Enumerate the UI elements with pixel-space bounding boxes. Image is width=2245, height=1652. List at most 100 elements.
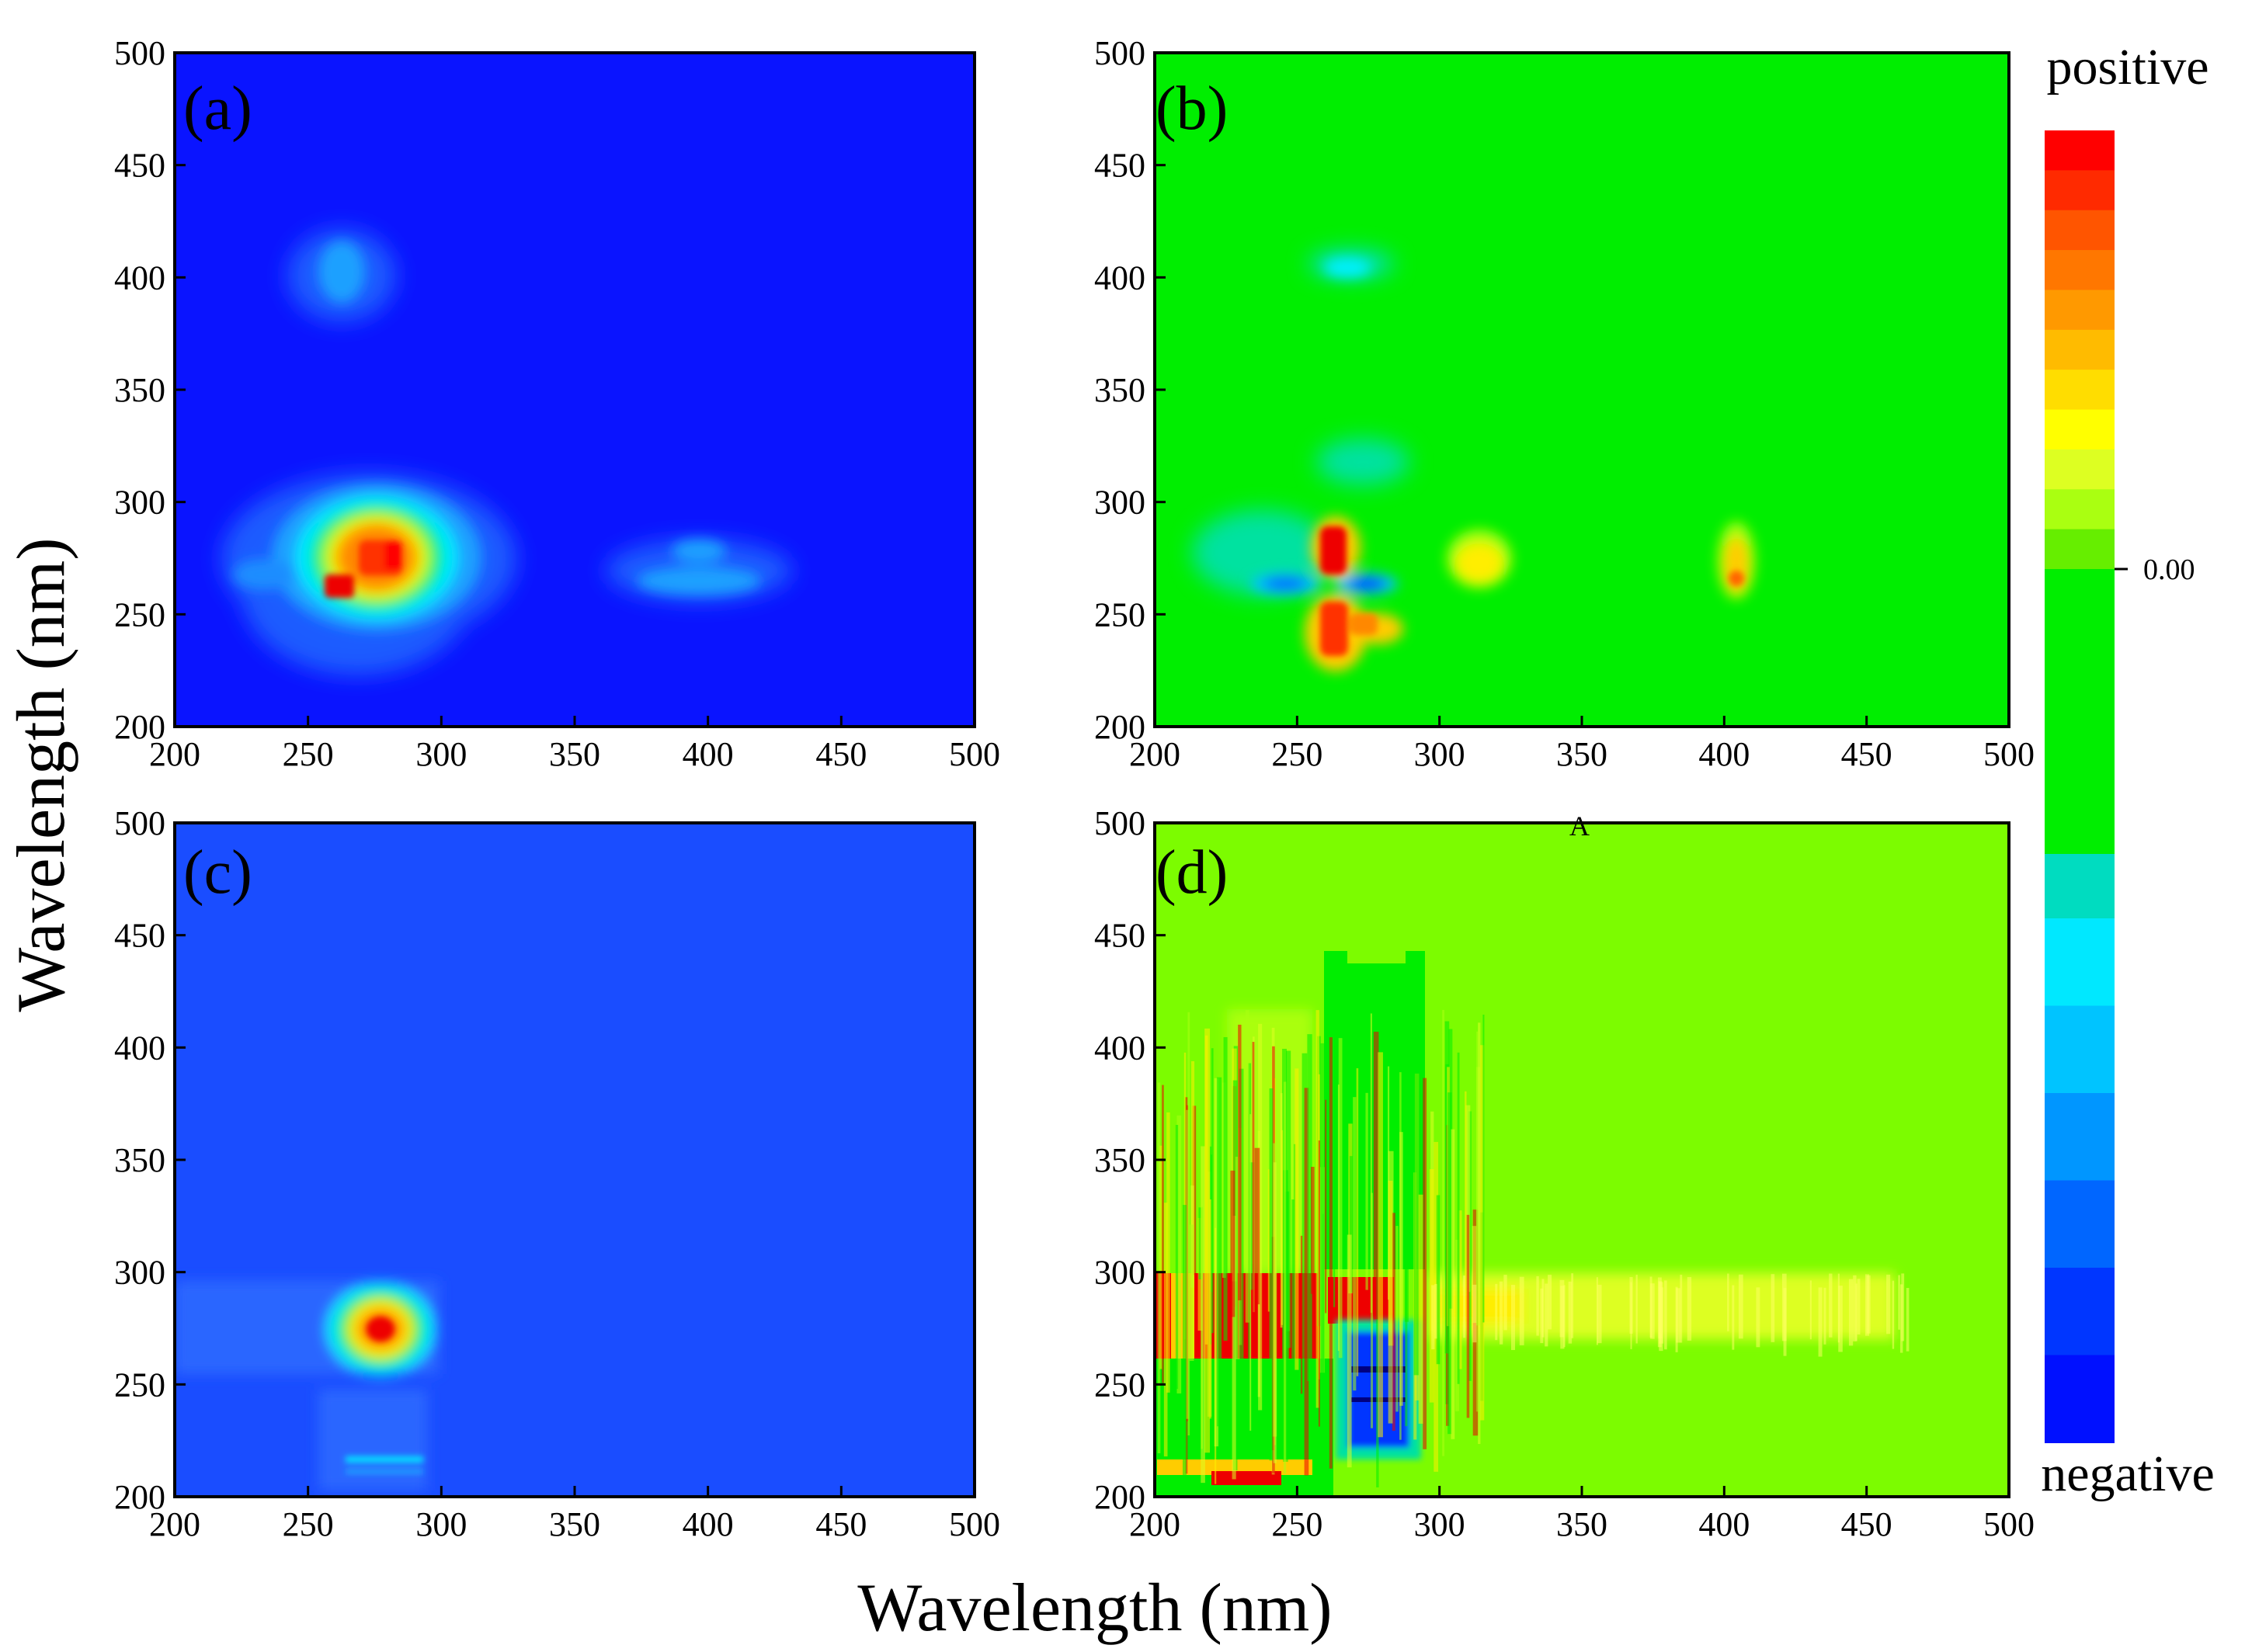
y-tick-label: 200 <box>114 1478 165 1516</box>
x-tick-label: 300 <box>415 735 467 773</box>
noise-stripe <box>1466 1214 1470 1418</box>
noise-stripe <box>1162 1085 1164 1383</box>
noise-stripe <box>1659 1282 1663 1352</box>
noise-stripe <box>1503 1275 1507 1331</box>
noise-stripe <box>1235 1157 1240 1359</box>
noise-stripe <box>1848 1279 1854 1346</box>
panel-d-letter: (d) <box>1156 838 1228 907</box>
colorbar-top-label: positive <box>2047 39 2209 95</box>
noise-stripe <box>1248 1063 1251 1433</box>
y-tick-label: 450 <box>1094 917 1145 955</box>
noise-stripe <box>1823 1287 1826 1345</box>
noise-stripe <box>1353 1097 1357 1391</box>
panel-c-axes: 200 250 300 350 400 450 500 200 250 300 350 400 450 5… <box>114 804 1000 1543</box>
noise-stripe <box>1356 1068 1359 1376</box>
noise-stripe <box>1482 1014 1485 1323</box>
noise-stripe <box>1189 1224 1194 1361</box>
panel-a-letter: (a) <box>183 75 252 143</box>
y-tick-label: 500 <box>1094 804 1145 842</box>
noise-stripe <box>1455 1239 1459 1411</box>
y-tick-label: 200 <box>114 708 165 746</box>
colorbar-band <box>2045 290 2115 331</box>
noise-stripe <box>1756 1287 1760 1348</box>
x-tick-label: 500 <box>949 735 1000 773</box>
x-tick-label: 250 <box>283 735 334 773</box>
noise-stripe <box>1596 1277 1598 1345</box>
colorbar-band <box>2045 329 2115 371</box>
noise-stripe <box>1159 1145 1162 1369</box>
noise-stripe <box>1230 1170 1235 1317</box>
noise-stripe <box>1837 1273 1840 1343</box>
noise-stripe <box>1182 1205 1187 1481</box>
noise-stripe <box>1545 1283 1548 1347</box>
panel-b-letter: (b) <box>1156 75 1228 143</box>
x-tick-label: 400 <box>1698 735 1750 773</box>
panel-d-stripes <box>1157 1009 1910 1487</box>
noise-stripe <box>1320 1043 1325 1471</box>
colorbar-band <box>2045 370 2115 411</box>
noise-stripe <box>1857 1279 1861 1334</box>
y-tick-label: 300 <box>1094 1254 1145 1292</box>
x-tick-label: 300 <box>1414 735 1465 773</box>
x-tick-label: 350 <box>549 735 600 773</box>
noise-stripe <box>1238 1024 1242 1300</box>
noise-stripe <box>1413 1036 1420 1376</box>
noise-stripe <box>1418 1194 1423 1424</box>
y-tick-label: 400 <box>1094 1029 1145 1067</box>
y-tick-label: 400 <box>114 1029 165 1067</box>
noise-stripe <box>1405 1089 1408 1427</box>
noise-stripe <box>1680 1275 1683 1343</box>
noise-stripe <box>1458 1210 1462 1369</box>
colorbar-band <box>2045 250 2115 291</box>
panel-a: (a) 200 250 300 350 400 450 500 200 250 300 350 400… <box>114 34 1000 773</box>
noise-stripe <box>1635 1275 1638 1344</box>
noise-stripe <box>1395 1226 1399 1412</box>
noise-stripe <box>1249 1162 1255 1290</box>
noise-stripe <box>1163 1203 1168 1457</box>
colorbar: positive 0.00 negative <box>2041 39 2215 1502</box>
y-tick-label: 450 <box>1094 147 1145 185</box>
noise-stripe <box>1442 1009 1445 1456</box>
y-tick-label: 450 <box>114 917 165 955</box>
noise-stripe <box>1892 1280 1895 1349</box>
noise-stripe <box>1630 1282 1632 1349</box>
noise-stripe <box>1480 1045 1485 1421</box>
noise-stripe <box>1280 1093 1283 1328</box>
noise-stripe <box>1451 1129 1455 1439</box>
noise-stripe <box>1687 1277 1692 1341</box>
panel-b-axes: 200 250 300 350 400 450 500 200 250 300 350 400 450 5… <box>1094 34 2035 773</box>
x-tick-label: 250 <box>1271 735 1322 773</box>
noise-stripe <box>1906 1288 1910 1352</box>
noise-stripe <box>1204 1028 1211 1453</box>
x-tick-label: 450 <box>1841 1505 1892 1543</box>
noise-stripe <box>1560 1286 1565 1349</box>
y-tick-label: 300 <box>114 484 165 522</box>
noise-stripe <box>1676 1288 1680 1343</box>
x-tick-label: 200 <box>149 1505 200 1543</box>
x-tick-label: 350 <box>1556 735 1607 773</box>
noise-stripe <box>1214 1078 1219 1447</box>
noise-stripe <box>1333 1116 1336 1307</box>
colorbar-band <box>2045 130 2115 172</box>
noise-stripe <box>1201 1206 1203 1449</box>
noise-stripe <box>1370 1013 1372 1314</box>
noise-stripe <box>1783 1288 1787 1356</box>
noise-stripe <box>1536 1275 1539 1336</box>
colorbar-band <box>2045 409 2115 450</box>
noise-stripe <box>1463 1275 1466 1338</box>
x-tick-label: 250 <box>283 1505 334 1543</box>
noise-stripe <box>1284 1081 1287 1474</box>
noise-stripe <box>1223 1036 1228 1341</box>
noise-stripe <box>1898 1275 1900 1330</box>
y-tick-label: 200 <box>1094 708 1145 746</box>
noise-stripe <box>1771 1274 1775 1342</box>
noise-stripe <box>1818 1287 1823 1357</box>
noise-stripe <box>1809 1280 1812 1340</box>
stray-label: A <box>1569 810 1590 842</box>
x-tick-label: 500 <box>1983 1505 2035 1543</box>
x-tick-label: 350 <box>1556 1505 1607 1543</box>
noise-stripe <box>1732 1285 1735 1350</box>
noise-stripe <box>1901 1273 1905 1341</box>
noise-stripe <box>1388 1180 1393 1424</box>
noise-stripe <box>1423 1078 1427 1449</box>
